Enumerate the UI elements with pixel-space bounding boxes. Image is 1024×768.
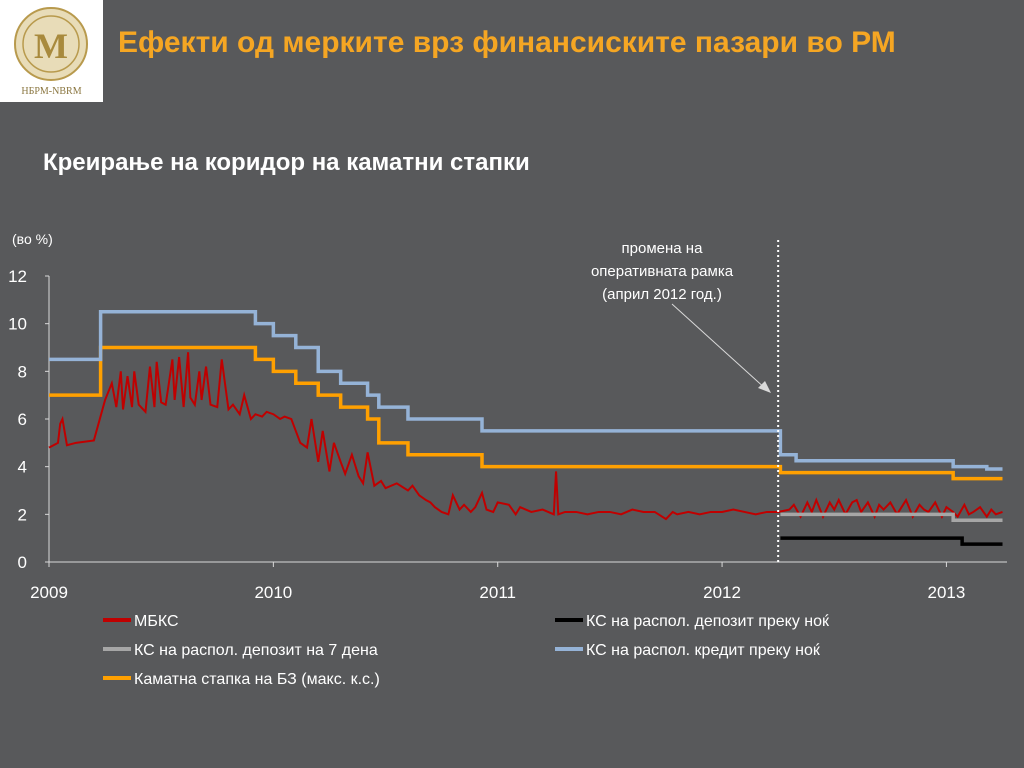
y-tick-label: 8 bbox=[18, 362, 27, 381]
y-tick-label: 12 bbox=[8, 267, 27, 286]
series-line bbox=[49, 345, 1003, 481]
svg-text:M: M bbox=[34, 26, 68, 66]
x-tick-label: 2010 bbox=[254, 583, 292, 602]
legend-label: КС на распол. депозит преку ноќ bbox=[586, 613, 830, 630]
annotation-text: (април 2012 год.) bbox=[602, 286, 722, 303]
nbrm-logo: M НБРМ-NBRM bbox=[0, 0, 103, 102]
legend-label: КС на распол. кредит преку ноќ bbox=[586, 642, 821, 659]
annotation-text: промена на bbox=[622, 240, 704, 257]
series-line bbox=[780, 536, 1003, 546]
annotation-arrowhead bbox=[758, 381, 771, 393]
x-tick-label: 2011 bbox=[479, 583, 516, 602]
x-tick-label: 2012 bbox=[703, 583, 741, 602]
y-tick-label: 10 bbox=[8, 315, 27, 334]
logo-caption: НБРМ-NBRM bbox=[21, 86, 82, 97]
legend-label: МБКС bbox=[134, 613, 179, 630]
series-line bbox=[49, 310, 1003, 471]
y-axis-unit-label: (во %) bbox=[12, 231, 53, 247]
x-tick-label: 2013 bbox=[928, 583, 966, 602]
annotation-arrow bbox=[671, 303, 768, 391]
series-line bbox=[780, 512, 1003, 523]
annotation-text: оперативната рамка bbox=[591, 263, 734, 280]
y-tick-label: 0 bbox=[18, 553, 27, 572]
legend-label: КС на распол. депозит на 7 дена bbox=[134, 642, 378, 659]
chart-subtitle: Креирање на коридор на каматни стапки bbox=[43, 149, 530, 176]
y-tick-label: 4 bbox=[18, 458, 27, 477]
slide-title: Ефекти од мерките врз финансиските пазар… bbox=[118, 26, 896, 59]
x-tick-label: 2009 bbox=[30, 583, 68, 602]
y-tick-label: 2 bbox=[18, 505, 27, 524]
nbrm-seal-icon: M bbox=[14, 7, 88, 81]
series-line bbox=[48, 352, 1003, 521]
legend-label: Каматна стапка на БЗ (макс. к.с.) bbox=[134, 671, 380, 688]
y-tick-label: 6 bbox=[18, 410, 27, 429]
